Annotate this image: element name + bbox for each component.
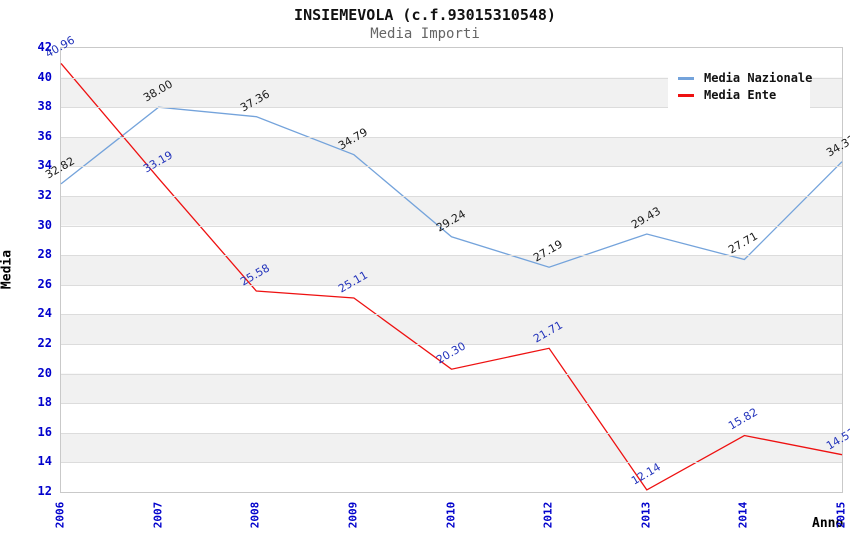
- x-tick-label: 2006: [53, 501, 67, 529]
- y-tick-label: 24: [37, 306, 52, 321]
- y-tick-label: 12: [37, 484, 52, 498]
- x-tick-label: 2013: [639, 501, 653, 529]
- grid-line: [61, 432, 842, 434]
- y-tick-label: 14: [37, 454, 52, 469]
- x-tick-label: 2012: [541, 501, 555, 529]
- chart-title: INSIEMEVOLA (c.f.93015310548): [294, 6, 556, 24]
- line-media-ente: [60, 62, 843, 491]
- legend-swatch-media-ente: [678, 93, 694, 97]
- line-media-nazionale: [60, 106, 843, 268]
- x-tick-label: 2015: [834, 501, 848, 529]
- line-series-svg: [60, 62, 843, 491]
- legend-item-media-nazionale: Media Nazionale: [678, 71, 812, 85]
- legend: Media Nazionale Media Ente: [668, 60, 812, 113]
- x-tick-label: 2010: [444, 501, 457, 529]
- y-tick-label: 30: [37, 217, 52, 232]
- grid-line: [61, 344, 842, 345]
- grid-line: [61, 136, 842, 138]
- x-tick-label: 2014: [736, 501, 750, 529]
- legend-swatch-media-nazionale: [678, 76, 694, 80]
- grid-line: [61, 462, 842, 464]
- grid-line: [61, 255, 842, 257]
- x-tick-label: 2008: [248, 501, 262, 529]
- y-tick-label: 32: [37, 188, 52, 202]
- x-tick-label: 2009: [346, 501, 360, 529]
- y-tick-label: 42: [37, 40, 52, 54]
- chart-subtitle: Media Importi: [370, 26, 480, 42]
- grid-line: [61, 403, 842, 405]
- grid-line: [61, 77, 842, 79]
- grid-line: [61, 225, 842, 227]
- y-tick-label: 22: [37, 336, 52, 350]
- grid-line: [61, 314, 842, 316]
- grid-line: [61, 196, 842, 197]
- y-tick-label: 26: [37, 276, 52, 291]
- legend-label: Media Nazionale: [704, 71, 813, 85]
- y-tick-label: 16: [37, 424, 52, 439]
- x-axis-title: Anno: [812, 516, 844, 531]
- grid-line: [61, 284, 842, 286]
- y-tick-label: 28: [37, 247, 52, 262]
- grid-line: [61, 166, 842, 168]
- grid-line: [61, 373, 842, 375]
- legend-item-media-ente: Media Ente: [678, 88, 800, 102]
- grid-line: [61, 107, 842, 109]
- y-tick-label: 36: [37, 128, 52, 143]
- y-tick-label: 38: [37, 99, 52, 114]
- plot-area: [60, 47, 843, 493]
- legend-label: Media Ente: [704, 88, 777, 102]
- y-tick-label: 40: [37, 69, 52, 84]
- y-tick-label: 20: [37, 365, 52, 380]
- x-tick-label: 2007: [151, 501, 165, 529]
- y-tick-label: 18: [37, 395, 52, 410]
- y-tick-label: 34: [37, 158, 52, 173]
